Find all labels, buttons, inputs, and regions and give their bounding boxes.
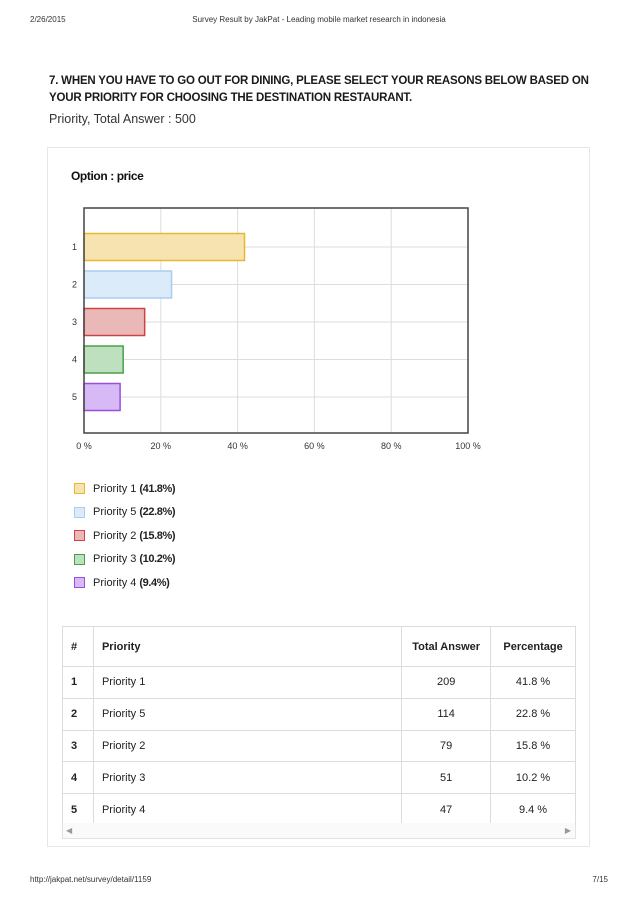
chart-x-tick-label: 0 %	[76, 441, 92, 451]
chart-y-tick-label: 1	[72, 242, 77, 252]
scroll-left-arrow-icon[interactable]: ◀	[66, 826, 73, 835]
legend-swatch	[74, 530, 85, 542]
row-total-answer: 47	[401, 793, 492, 826]
chart-bar[interactable]	[83, 345, 124, 374]
row-priority: Priority 1	[92, 666, 403, 699]
chart-plot-frame	[83, 207, 469, 434]
chart-bar[interactable]	[83, 307, 146, 337]
print-date: 2/26/2015	[30, 15, 66, 24]
results-table-container: # Priority Total Answer Percentage 1 Pri…	[62, 626, 576, 841]
row-number: 1	[62, 666, 94, 699]
bar-chart: 0 % 20 % 40 % 60 % 80 % 100 % 1 2 3 4 5	[72, 207, 481, 451]
chart-x-tick-label: 40 %	[227, 441, 248, 451]
legend-percentage: (10.2%)	[139, 553, 176, 566]
legend-item[interactable]: Priority 2 (15.8%)	[74, 524, 176, 548]
chart-legend: Priority 1 (41.8%) Priority 5 (22.8%) Pr…	[74, 477, 176, 595]
legend-item[interactable]: Priority 3 (10.2%)	[74, 548, 176, 572]
row-priority: Priority 5	[92, 697, 403, 731]
row-number: 2	[62, 697, 94, 731]
legend-percentage: (15.8%)	[139, 529, 176, 542]
row-priority: Priority 4	[92, 793, 403, 826]
legend-label: Priority 1	[93, 482, 137, 495]
row-percentage: 22.8 %	[490, 697, 576, 731]
results-table: # Priority Total Answer Percentage 1 Pri…	[62, 626, 576, 826]
option-title: Option : price	[71, 169, 144, 183]
row-total-answer: 79	[401, 729, 492, 763]
row-percentage: 15.8 %	[490, 729, 576, 763]
chart-x-tick-label: 20 %	[151, 441, 172, 451]
legend-percentage: (9.4%)	[139, 576, 170, 589]
table-row: 3 Priority 2 79 15.8 %	[62, 729, 576, 763]
column-header-number: #	[62, 626, 94, 667]
print-page-number: 7/15	[592, 875, 608, 884]
table-row: 2 Priority 5 114 22.8 %	[62, 697, 576, 731]
legend-label: Priority 4	[93, 576, 137, 589]
legend-swatch	[74, 577, 85, 589]
print-header: 2/26/2015 Survey Result by JakPat - Lead…	[30, 15, 608, 27]
row-number: 5	[62, 793, 94, 826]
row-priority: Priority 3	[92, 761, 403, 795]
chart-x-tick-label: 80 %	[381, 441, 402, 451]
row-total-answer: 114	[401, 697, 492, 731]
legend-label: Priority 3	[93, 553, 137, 566]
chart-bar[interactable]	[83, 232, 246, 262]
legend-swatch	[74, 553, 85, 565]
question-subtitle: Priority, Total Answer : 500	[49, 112, 196, 126]
table-row: 5 Priority 4 47 9.4 %	[62, 793, 576, 826]
chart-bars	[83, 232, 246, 412]
chart-y-tick-label: 3	[72, 317, 77, 327]
chart-bar[interactable]	[83, 382, 121, 412]
column-header-total-answer: Total Answer	[401, 626, 492, 667]
table-horizontal-scrollbar[interactable]: ◀ ▶	[62, 823, 576, 839]
row-number: 4	[62, 761, 94, 795]
chart-axis-labels: 0 % 20 % 40 % 60 % 80 % 100 % 1 2 3 4 5	[72, 242, 481, 451]
chart-bar[interactable]	[83, 270, 173, 299]
row-total-answer: 209	[401, 666, 492, 699]
column-header-priority: Priority	[92, 626, 403, 667]
print-url: http://jakpat.net/survey/detail/1159	[30, 875, 152, 884]
scroll-right-arrow-icon[interactable]: ▶	[564, 826, 571, 835]
row-percentage: 10.2 %	[490, 761, 576, 795]
legend-label: Priority 2	[93, 529, 137, 542]
row-number: 3	[62, 729, 94, 763]
question-title: 7. WHEN YOU HAVE TO GO OUT FOR DINING, P…	[49, 75, 589, 104]
chart-y-tick-label: 5	[72, 392, 77, 402]
legend-percentage: (22.8%)	[139, 506, 176, 519]
column-header-percentage: Percentage	[490, 626, 576, 667]
legend-label: Priority 5	[93, 506, 137, 519]
chart-y-tick-label: 4	[72, 355, 77, 365]
legend-item[interactable]: Priority 1 (41.8%)	[74, 477, 176, 501]
row-percentage: 41.8 %	[490, 666, 576, 699]
row-percentage: 9.4 %	[490, 793, 576, 826]
legend-swatch	[74, 506, 85, 518]
table-header-row: # Priority Total Answer Percentage	[62, 626, 576, 667]
chart-x-tick-label: 100 %	[455, 441, 481, 451]
table-row: 1 Priority 1 209 41.8 %	[62, 666, 576, 699]
legend-item[interactable]: Priority 4 (9.4%)	[74, 571, 175, 595]
chart-x-tick-label: 60 %	[304, 441, 325, 451]
row-priority: Priority 2	[92, 729, 403, 763]
legend-swatch	[74, 483, 85, 495]
table-row: 4 Priority 3 51 10.2 %	[62, 761, 576, 795]
legend-percentage: (41.8%)	[139, 482, 176, 495]
legend-item[interactable]: Priority 5 (22.8%)	[74, 501, 176, 525]
row-total-answer: 51	[401, 761, 492, 795]
chart-y-tick-label: 2	[72, 280, 77, 290]
print-title: Survey Result by JakPat - Leading mobile…	[192, 15, 446, 24]
